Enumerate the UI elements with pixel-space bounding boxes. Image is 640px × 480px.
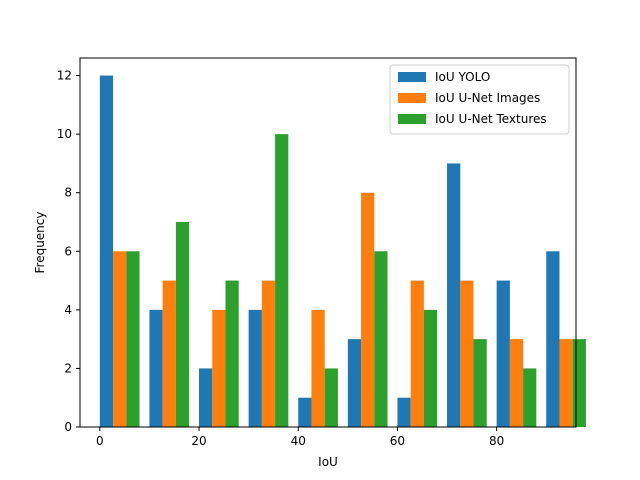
- bar-iou-u-net-textures-bin-5: [374, 251, 388, 427]
- bar-iou-yolo-bin-7: [447, 163, 461, 427]
- y-axis-ticks: 0 2 4 6 8 10 12: [57, 69, 80, 434]
- bar-iou-u-net-textures-bin-4: [324, 368, 338, 427]
- x-axis-ticks: 0 20 40 60 80: [96, 427, 504, 448]
- bar-iou-yolo-bin-4: [298, 397, 312, 427]
- y-axis-label: Frequency: [33, 212, 47, 274]
- axes-frame: [79, 57, 577, 428]
- x-tick-label: 20: [191, 434, 206, 448]
- y-tick-label: 6: [64, 244, 72, 258]
- bar-iou-u-net-textures-bin-9: [572, 339, 586, 427]
- bar-iou-u-net-textures-bin-3: [275, 134, 289, 427]
- bar-iou-u-net-images-bin-5: [361, 192, 375, 427]
- bar-iou-yolo-bin-6: [397, 397, 411, 427]
- bar-iou-yolo-bin-3: [248, 309, 262, 427]
- bar-iou-u-net-images-bin-9: [559, 339, 573, 427]
- bar-iou-u-net-images-bin-7: [460, 280, 474, 427]
- bar-iou-u-net-textures-bin-6: [423, 309, 438, 427]
- x-axis-label: IoU: [318, 455, 338, 469]
- legend-label: IoU U-Net Images: [435, 91, 540, 105]
- legend: IoU YOLO IoU U-Net Images IoU U-Net Textur…: [389, 64, 570, 135]
- bar-iou-yolo-bin-9: [546, 251, 560, 427]
- bar-iou-u-net-textures-bin-1: [175, 222, 190, 427]
- y-tick-label: 8: [64, 186, 72, 200]
- x-tick-label: 0: [96, 434, 104, 448]
- legend-label: IoU YOLO: [435, 70, 490, 84]
- y-tick-label: 10: [57, 127, 72, 141]
- bar-iou-u-net-images-bin-8: [509, 339, 524, 427]
- bar-iou-yolo-bin-2: [199, 368, 213, 427]
- legend-swatch: [398, 72, 426, 82]
- bar-iou-u-net-textures-bin-7: [473, 339, 487, 427]
- y-tick-label: 12: [57, 69, 72, 83]
- legend-label: IoU U-Net Textures: [435, 112, 547, 126]
- y-tick-label: 0: [64, 420, 72, 434]
- bar-iou-yolo-bin-1: [149, 309, 163, 427]
- legend-swatch: [398, 114, 426, 124]
- bar-iou-u-net-images-bin-3: [261, 280, 276, 427]
- bar-iou-u-net-images-bin-0: [113, 251, 127, 427]
- legend-box: [389, 64, 570, 135]
- bar-iou-u-net-images-bin-1: [162, 280, 176, 427]
- x-tick-label: 60: [390, 434, 405, 448]
- bar-iou-u-net-textures-bin-8: [523, 368, 537, 427]
- bar-iou-u-net-images-bin-6: [410, 280, 424, 427]
- y-tick-label: 2: [64, 361, 72, 375]
- bar-iou-u-net-textures-bin-0: [126, 251, 140, 427]
- x-tick-label: 40: [291, 434, 306, 448]
- legend-swatch: [398, 93, 426, 103]
- y-tick-label: 4: [64, 303, 72, 317]
- bar-iou-u-net-textures-bin-2: [225, 280, 239, 427]
- x-tick-label: 80: [489, 434, 504, 448]
- bar-iou-yolo-bin-8: [496, 280, 510, 427]
- bar-iou-u-net-images-bin-4: [311, 309, 325, 427]
- bar-iou-yolo-bin-5: [347, 339, 362, 427]
- bar-iou-yolo-bin-0: [99, 75, 114, 428]
- bars-group: [99, 75, 586, 428]
- bar-iou-u-net-images-bin-2: [212, 309, 226, 427]
